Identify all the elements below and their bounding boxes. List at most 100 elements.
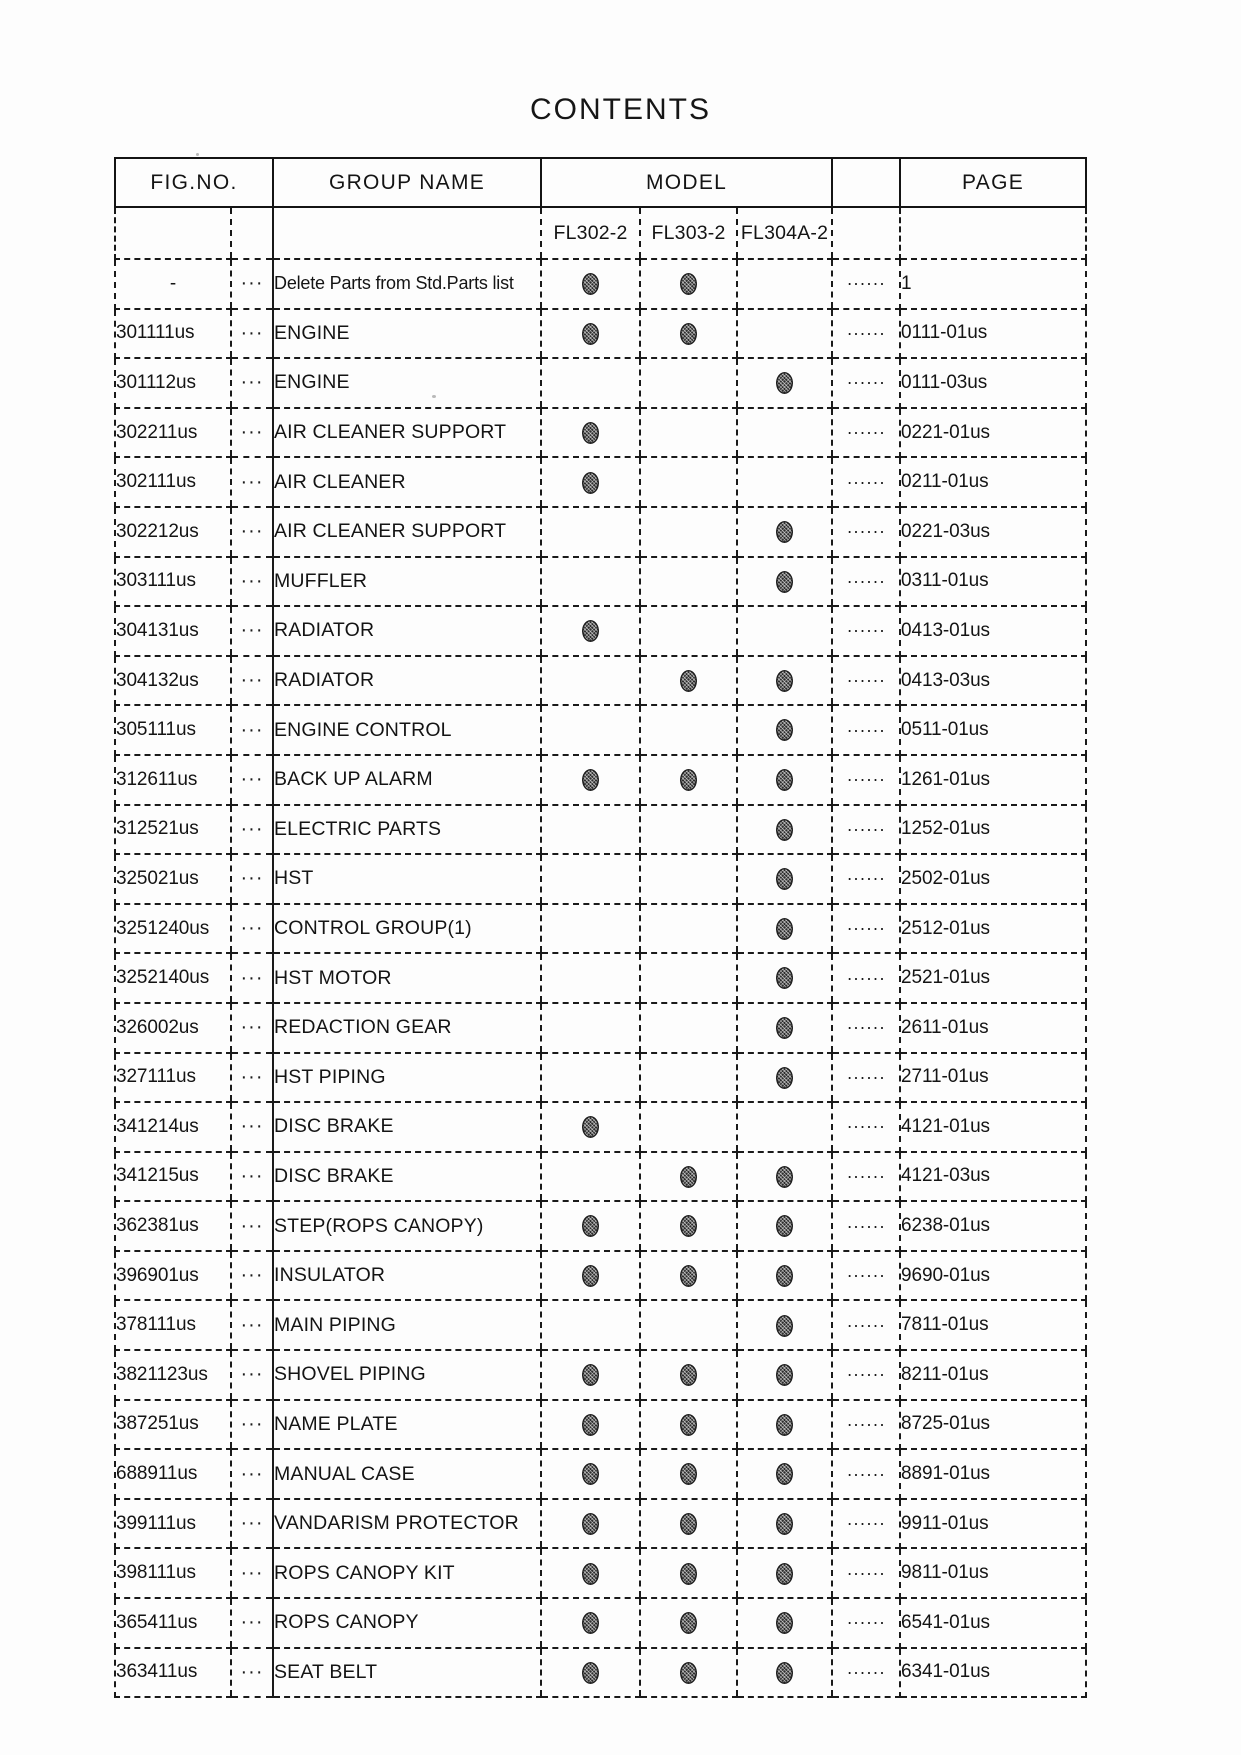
- table-row[interactable]: 365411us ··· ROPS CANOPY ······ 6541-01us: [114, 1598, 1088, 1649]
- cell-page-number[interactable]: 0221-03us: [900, 506, 1088, 558]
- applicable-mark-icon: [776, 1661, 794, 1684]
- cell-page-leader-dots: ······: [831, 1052, 902, 1104]
- cell-fig-no: 302111us: [114, 457, 231, 508]
- cell-group-name: HST MOTOR: [272, 953, 542, 1004]
- table-row[interactable]: 3821123us ··· SHOVEL PIPING ······ 8211-01us: [114, 1350, 1088, 1401]
- table-row[interactable]: 325021us ··· HST ······ 2502-01us: [114, 854, 1088, 905]
- cell-page-leader-dots: ······: [831, 556, 902, 608]
- cell-model-fl302-2: [540, 259, 641, 310]
- cell-model-fl303-2: [639, 1151, 738, 1203]
- column-header-page: PAGE: [900, 157, 1088, 208]
- table-row[interactable]: 688911us ··· MANUAL CASE ······ 8891-01us: [114, 1449, 1088, 1500]
- cell-page-number[interactable]: 0221-01us: [900, 407, 1088, 459]
- table-row[interactable]: 305111us ··· ENGINE CONTROL ······ 0511-01us: [114, 705, 1088, 756]
- table-row[interactable]: 378111us ··· MAIN PIPING ······ 7811-01us: [114, 1300, 1088, 1352]
- table-row[interactable]: 312611us ··· BACK UP ALARM ······ 1261-01us: [114, 754, 1088, 806]
- cell-page-leader-dots: ······: [831, 655, 902, 707]
- cell-model-fl303-2: [639, 259, 738, 310]
- cell-page-number[interactable]: 8211-01us: [900, 1350, 1088, 1401]
- table-row[interactable]: 304131us ··· RADIATOR ······ 0413-01us: [114, 606, 1088, 657]
- cell-model-fl303-2: [639, 506, 738, 558]
- cell-fig-no: 341215us: [114, 1151, 231, 1203]
- cell-page-number[interactable]: 9690-01us: [900, 1250, 1088, 1302]
- cell-page-number[interactable]: 6238-01us: [900, 1201, 1088, 1252]
- cell-page-number[interactable]: 4121-01us: [900, 1102, 1088, 1153]
- cell-page-number[interactable]: 2502-01us: [900, 854, 1088, 905]
- table-row[interactable]: 341215us ··· DISC BRAKE ······ 4121-03us: [114, 1151, 1088, 1203]
- cell-model-fl302-2: [540, 358, 641, 409]
- cell-model-fl302-2: [540, 556, 641, 608]
- cell-page-number[interactable]: 8891-01us: [900, 1449, 1088, 1500]
- cell-model-fl302-2: [540, 1598, 641, 1649]
- cell-page-number[interactable]: 7811-01us: [900, 1300, 1088, 1352]
- cell-model-fl304a-2: [736, 556, 833, 608]
- cell-page-number[interactable]: 0311-01us: [900, 556, 1088, 608]
- cell-group-name: MANUAL CASE: [272, 1449, 542, 1500]
- cell-page-number[interactable]: 4121-03us: [900, 1151, 1088, 1203]
- cell-model-fl302-2: [540, 903, 641, 955]
- cell-model-fl304a-2: [736, 1498, 833, 1550]
- table-row[interactable]: 327111us ··· HST PIPING ······ 2711-01us: [114, 1052, 1088, 1104]
- cell-page-number[interactable]: 9911-01us: [900, 1498, 1088, 1550]
- cell-fig-no: 378111us: [114, 1300, 231, 1352]
- cell-page-number[interactable]: 0413-01us: [900, 606, 1088, 657]
- cell-leader-dots: ···: [229, 1548, 274, 1600]
- cell-fig-no: 301111us: [114, 308, 231, 360]
- cell-leader-dots: ···: [229, 1350, 274, 1401]
- cell-group-name: HST: [272, 854, 542, 905]
- table-row[interactable]: 3251240us ··· CONTROL GROUP(1) ······ 2512-0…: [114, 903, 1088, 955]
- table-row[interactable]: 398111us ··· ROPS CANOPY KIT ······ 9811-01u…: [114, 1548, 1088, 1600]
- table-row[interactable]: 362381us ··· STEP(ROPS CANOPY) ······ 6238-0…: [114, 1201, 1088, 1252]
- cell-leader-dots: ···: [229, 1250, 274, 1302]
- cell-leader-dots: ···: [229, 606, 274, 657]
- table-row[interactable]: 396901us ··· INSULATOR ······ 9690-01us: [114, 1250, 1088, 1302]
- cell-page-number[interactable]: 8725-01us: [900, 1399, 1088, 1451]
- table-row[interactable]: 304132us ··· RADIATOR ······ 0413-03us: [114, 655, 1088, 707]
- cell-page-number[interactable]: 1: [900, 259, 1088, 310]
- cell-leader-dots: ···: [229, 556, 274, 608]
- cell-page-leader-dots: ······: [831, 1300, 902, 1352]
- cell-page-number[interactable]: 6341-01us: [900, 1647, 1088, 1699]
- cell-model-fl303-2: [639, 407, 738, 459]
- cell-page-number[interactable]: 9811-01us: [900, 1548, 1088, 1600]
- cell-fig-no: 301112us: [114, 358, 231, 409]
- cell-page-number[interactable]: 0413-03us: [900, 655, 1088, 707]
- cell-model-fl303-2: [639, 1399, 738, 1451]
- cell-model-fl302-2: [540, 457, 641, 508]
- table-row[interactable]: 302212us ··· AIR CLEANER SUPPORT ······ 0221…: [114, 506, 1088, 558]
- cell-group-name: AIR CLEANER: [272, 457, 542, 508]
- table-row[interactable]: - ··· Delete Parts from Std.Parts list ····…: [114, 259, 1088, 310]
- cell-fig-no: 396901us: [114, 1250, 231, 1302]
- cell-leader-dots: ···: [229, 1300, 274, 1352]
- table-row[interactable]: 399111us ··· VANDARISM PROTECTOR ······ 9911…: [114, 1498, 1088, 1550]
- cell-page-number[interactable]: 0211-01us: [900, 457, 1088, 508]
- cell-page-number[interactable]: 1261-01us: [900, 754, 1088, 806]
- table-row[interactable]: 326002us ··· REDACTION GEAR ······ 2611-01us: [114, 1002, 1088, 1054]
- cell-page-number[interactable]: 2711-01us: [900, 1052, 1088, 1104]
- cell-page-number[interactable]: 0111-01us: [900, 308, 1088, 360]
- scan-speckle: [196, 153, 199, 156]
- cell-fig-no: 304132us: [114, 655, 231, 707]
- table-row[interactable]: 303111us ··· MUFFLER ······ 0311-01us: [114, 556, 1088, 608]
- cell-page-number[interactable]: 0511-01us: [900, 705, 1088, 756]
- cell-page-leader-dots: ······: [831, 1201, 902, 1252]
- cell-page-number[interactable]: 0111-03us: [900, 358, 1088, 409]
- cell-page-number[interactable]: 2521-01us: [900, 953, 1088, 1004]
- table-row[interactable]: 363411us ··· SEAT BELT ······ 6341-01us: [114, 1647, 1088, 1699]
- cell-page-number[interactable]: 1252-01us: [900, 804, 1088, 856]
- table-row[interactable]: 312521us ··· ELECTRIC PARTS ······ 1252-01us: [114, 804, 1088, 856]
- cell-model-fl303-2: [639, 854, 738, 905]
- table-row[interactable]: 341214us ··· DISC BRAKE ······ 4121-01us: [114, 1102, 1088, 1153]
- table-row[interactable]: 3252140us ··· HST MOTOR ······ 2521-01us: [114, 953, 1088, 1004]
- table-row[interactable]: 302211us ··· AIR CLEANER SUPPORT ······ 0221…: [114, 407, 1088, 459]
- cell-model-fl304a-2: [736, 1151, 833, 1203]
- cell-page-number[interactable]: 2512-01us: [900, 903, 1088, 955]
- table-row[interactable]: 301112us ··· ENGINE ······ 0111-03us: [114, 358, 1088, 409]
- cell-group-name: SHOVEL PIPING: [272, 1350, 542, 1401]
- cell-page-number[interactable]: 2611-01us: [900, 1002, 1088, 1054]
- table-row[interactable]: 302111us ··· AIR CLEANER ······ 0211-01us: [114, 457, 1088, 508]
- applicable-mark-icon: [776, 1364, 794, 1387]
- table-row[interactable]: 301111us ··· ENGINE ······ 0111-01us: [114, 308, 1088, 360]
- table-row[interactable]: 387251us ··· NAME PLATE ······ 8725-01us: [114, 1399, 1088, 1451]
- cell-page-number[interactable]: 6541-01us: [900, 1598, 1088, 1649]
